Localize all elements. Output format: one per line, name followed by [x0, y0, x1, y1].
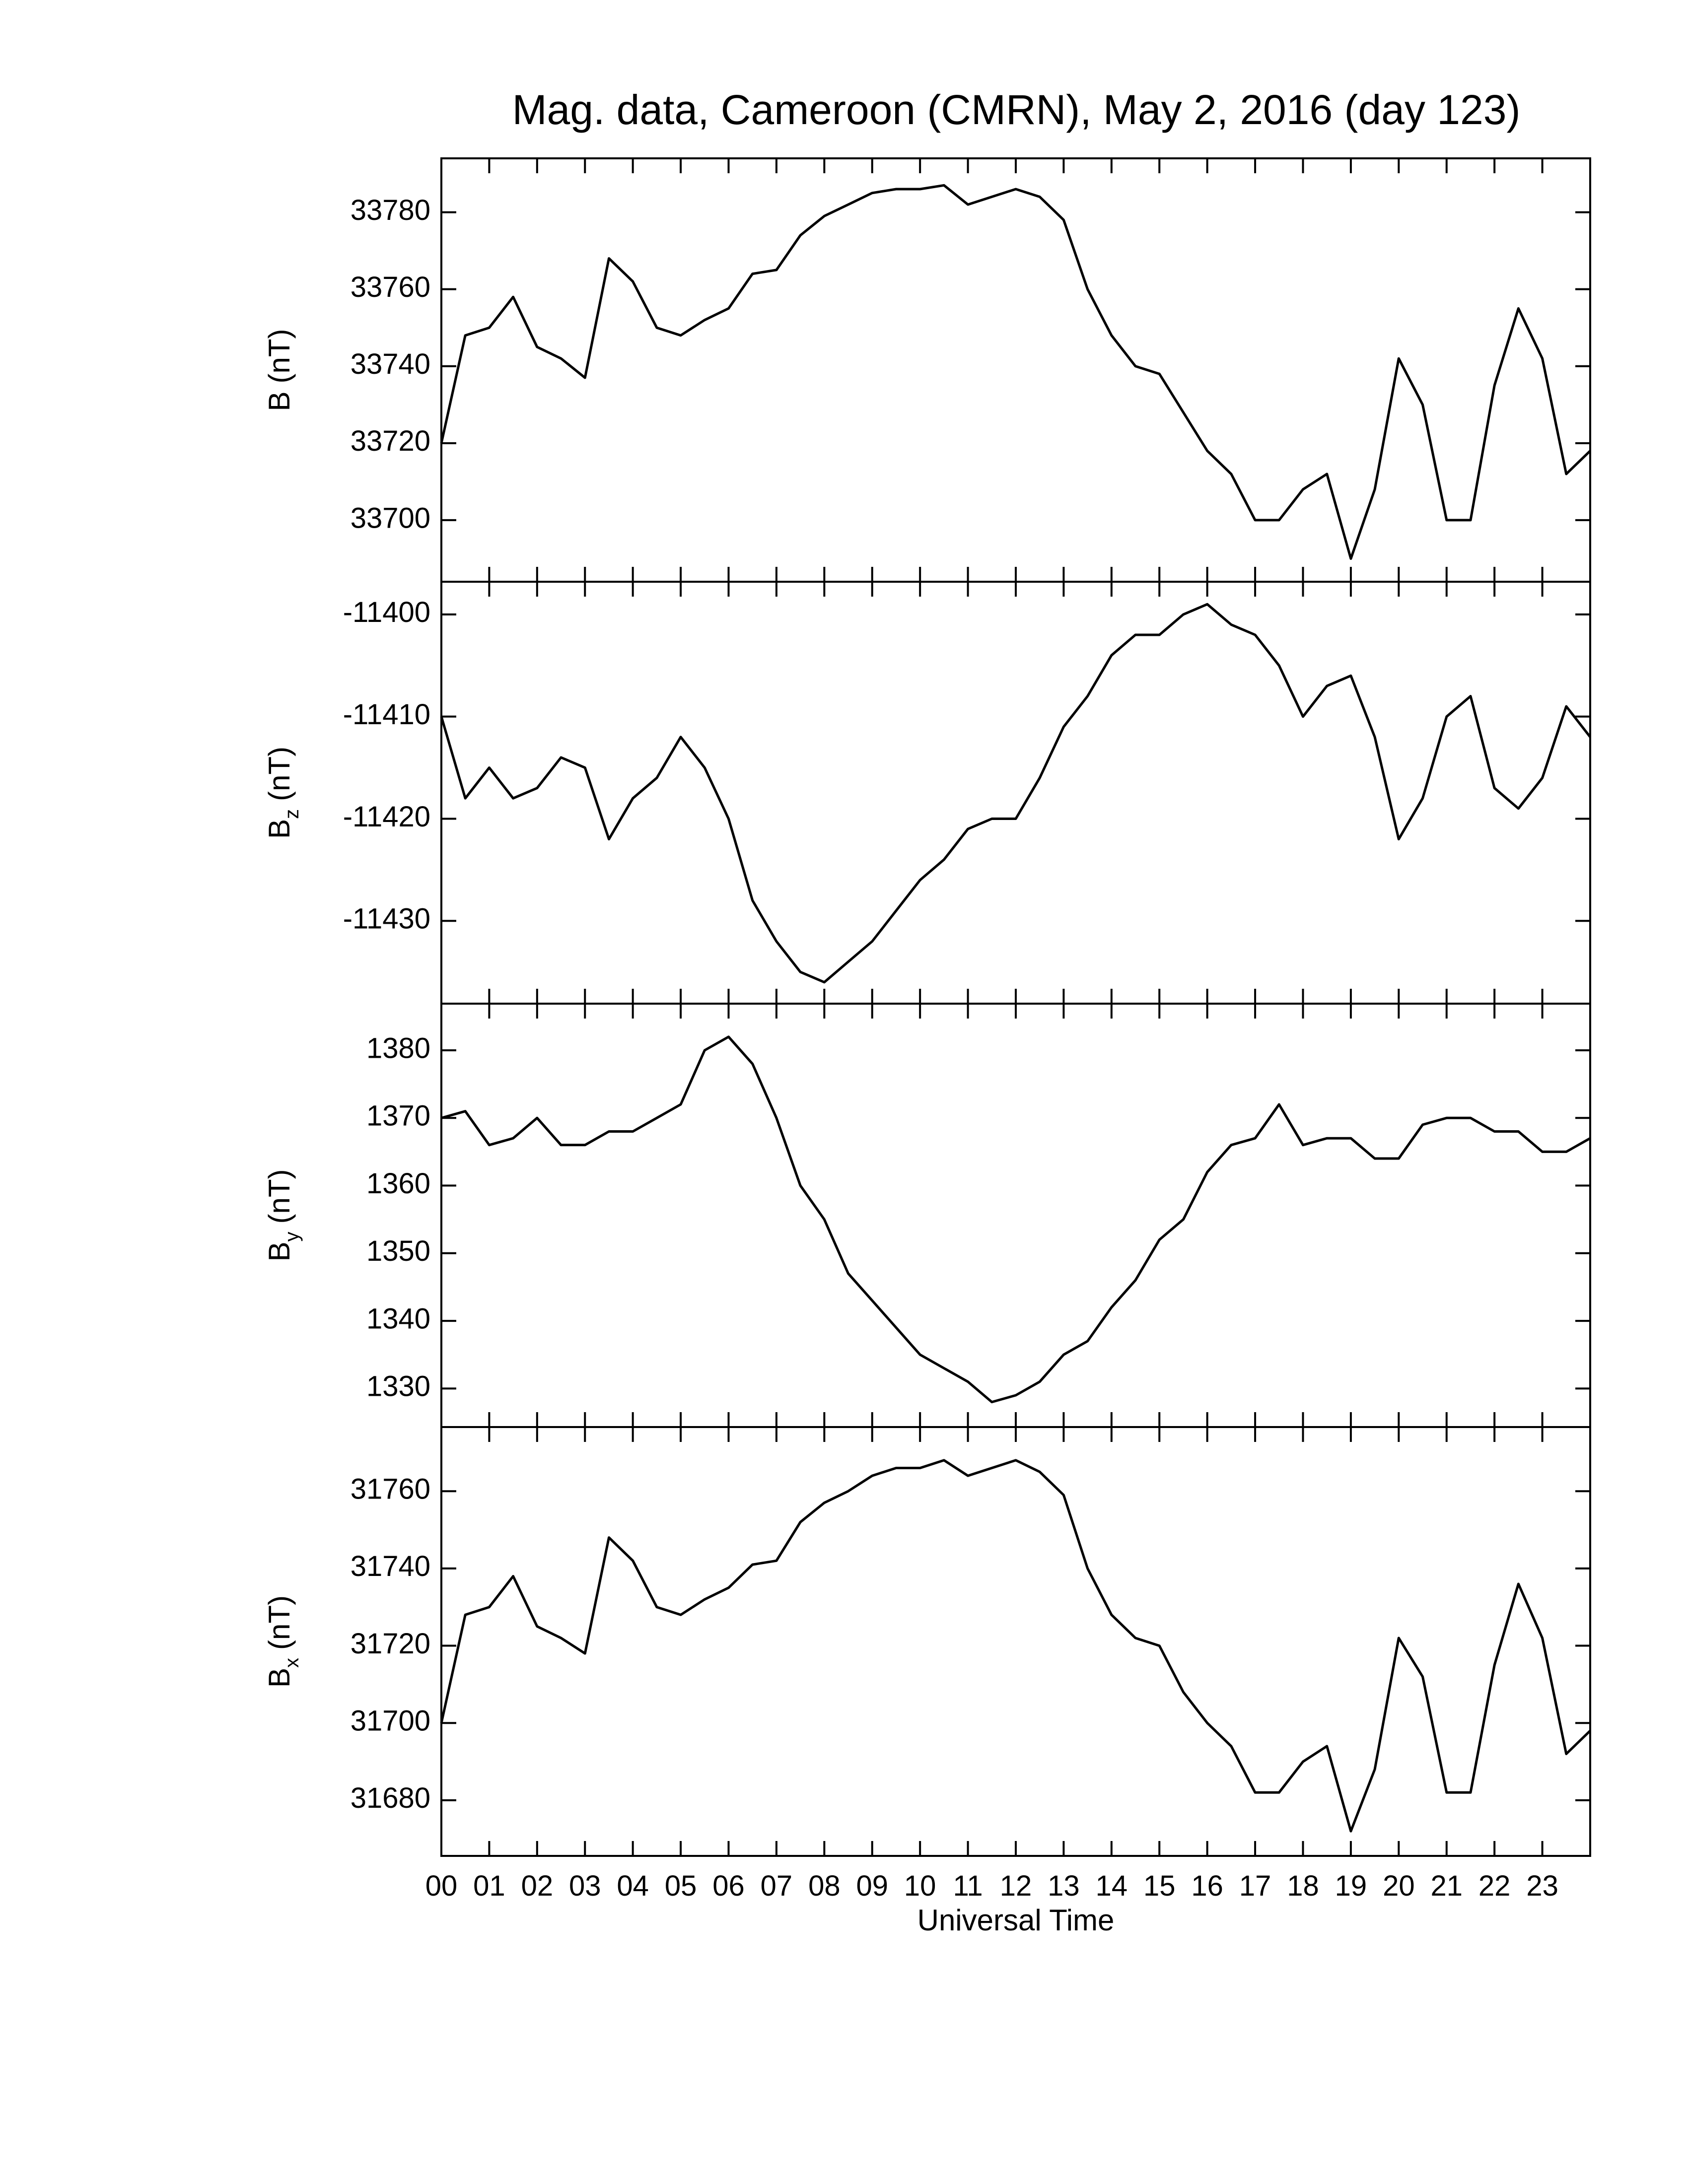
x-tick-label: 21: [1430, 1870, 1463, 1902]
x-tick-label: 17: [1239, 1870, 1271, 1902]
y-axis-label: By (nT): [263, 1169, 303, 1261]
y-tick-label: 1350: [366, 1235, 430, 1267]
x-tick-label: 05: [665, 1870, 697, 1902]
x-tick-label: 13: [1048, 1870, 1080, 1902]
y-tick-label: 33780: [351, 194, 430, 226]
chart-title: Mag. data, Cameroon (CMRN), May 2, 2016 …: [512, 86, 1521, 133]
y-tick-label: 31700: [351, 1705, 430, 1737]
data-line: [441, 1035, 1591, 1404]
x-tick-label: 20: [1383, 1870, 1415, 1902]
y-tick-label: 1370: [366, 1100, 430, 1132]
y-label-unit: (nT): [263, 329, 296, 383]
x-tick-label: 23: [1526, 1870, 1558, 1902]
y-tick-label: 33760: [351, 271, 430, 303]
plot-frame: [440, 1003, 1591, 1428]
y-tick-label: -11430: [343, 903, 430, 935]
x-tick-label: 07: [761, 1870, 793, 1902]
x-tick-label: 14: [1096, 1870, 1128, 1902]
plot-frame: [440, 157, 1591, 583]
plot-frame: [440, 581, 1591, 1005]
y-tick-label: 1380: [366, 1032, 430, 1064]
y-tick-label: 31680: [351, 1782, 430, 1814]
data-line: [440, 603, 1591, 984]
x-tick-label: 15: [1143, 1870, 1176, 1902]
y-tick-label: -11410: [343, 698, 430, 731]
y-tick-label: 1340: [366, 1302, 430, 1335]
x-tick-label: 06: [712, 1870, 745, 1902]
y-label-unit: (nT): [263, 1595, 296, 1650]
y-label-subscript: x: [281, 1658, 303, 1668]
y-label-subscript: y: [281, 1231, 303, 1241]
y-label-symbol: B: [263, 1668, 296, 1688]
y-label-unit: (nT): [263, 747, 296, 801]
y-tick-label: 33700: [351, 502, 430, 534]
y-label-symbol: B: [263, 1241, 296, 1261]
x-tick-label: 18: [1287, 1870, 1319, 1902]
x-tick-label: 19: [1335, 1870, 1367, 1902]
x-tick-label: 00: [425, 1870, 458, 1902]
y-axis-label: Bx (nT): [263, 1595, 303, 1688]
y-tick-label: 1330: [366, 1370, 430, 1403]
x-tick-label: 09: [856, 1870, 888, 1902]
y-tick-label: -11400: [343, 596, 430, 628]
y-label-subscript: z: [281, 809, 303, 819]
x-tick-label: 22: [1478, 1870, 1511, 1902]
y-label-symbol: B: [263, 391, 296, 411]
x-axis-label: Universal Time: [917, 1904, 1115, 1937]
y-tick-label: -11420: [343, 801, 430, 833]
y-label-unit: (nT): [263, 1169, 296, 1224]
x-tick-label: 10: [904, 1870, 936, 1902]
x-tick-label: 12: [1000, 1870, 1032, 1902]
x-tick-label: 11: [953, 1870, 983, 1902]
x-tick-label: 02: [521, 1870, 554, 1902]
x-tick-label: 08: [808, 1870, 841, 1902]
data-line: [440, 184, 1591, 560]
y-tick-label: 1360: [366, 1167, 430, 1200]
x-tick-label: 16: [1191, 1870, 1223, 1902]
y-tick-label: 31720: [351, 1628, 430, 1660]
y-label-symbol: B: [263, 819, 296, 839]
x-tick-label: 04: [617, 1870, 649, 1902]
x-tick-label: 03: [569, 1870, 601, 1902]
y-tick-label: 31760: [351, 1473, 430, 1505]
y-axis-label: Bz (nT): [263, 747, 303, 839]
y-axis-label: B (nT): [263, 329, 296, 411]
y-tick-label: 31740: [351, 1550, 430, 1582]
plot-frame: [440, 1426, 1591, 1857]
x-tick-label: 01: [473, 1870, 505, 1902]
y-tick-label: 33720: [351, 425, 430, 457]
y-tick-label: 33740: [351, 348, 430, 380]
data-line: [440, 1459, 1591, 1833]
